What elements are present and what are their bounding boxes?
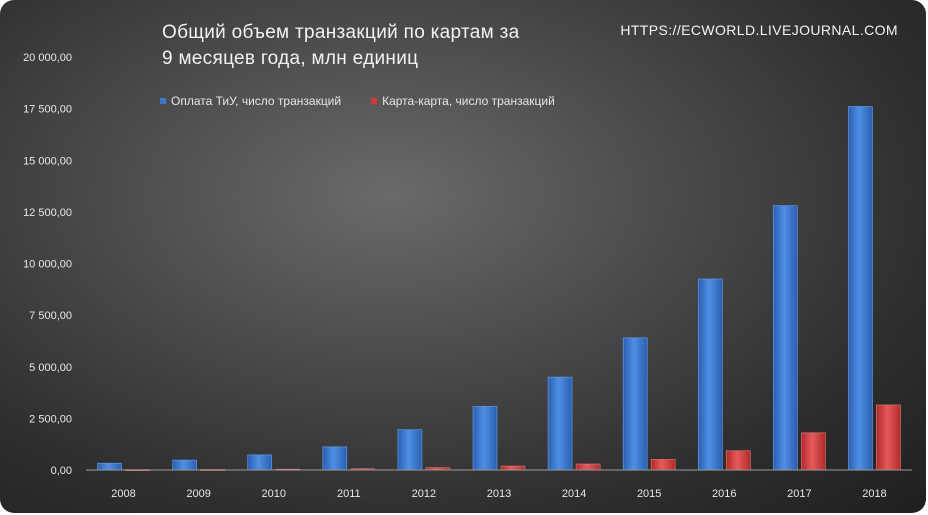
x-tick-label: 2011 [337,488,361,500]
y-tick-label: 20 000,00 [23,52,72,64]
legend-item-series-2: Карта-карта, число транзакций [371,94,555,108]
bar-card-payments [322,446,348,471]
legend-swatch-red [371,98,378,104]
bar-card-to-card [876,404,901,471]
bar-card-payments [97,462,122,471]
bar-card-payments [773,205,798,471]
legend-label-series-2: Карта-карта, число транзакций [382,94,555,108]
bar-card-payments [622,337,648,471]
y-tick-label: 0,00 [51,465,72,477]
y-tick-label: 7 500,00 [29,310,72,322]
legend-label-series-1: Оплата ТиУ, число транзакций [171,94,342,108]
bar-card-payments [848,106,873,471]
bar-card-to-card [575,463,601,471]
y-tick-label: 15 000,00 [23,155,72,167]
bar-card-payments [697,278,723,471]
x-tick-label: 2015 [637,488,661,500]
y-tick-label: 10 000,00 [23,259,72,271]
bar-card-payments [172,459,197,471]
y-tick-label: 5 000,00 [29,362,72,374]
y-tick-label: 12 500,00 [23,207,72,219]
x-tick-label: 2013 [487,488,511,500]
x-tick-label: 2008 [111,488,135,500]
legend: Оплата ТиУ, число транзакций Карта-карта… [160,94,555,108]
watermark-url: HTTPS://ECWORLD.LIVEJOURNAL.COM [620,22,898,38]
chart-title-line1: Общий объем транзакций по картам за [162,22,520,43]
x-tick-label: 2017 [787,488,811,500]
legend-item-series-1: Оплата ТиУ, число транзакций [160,94,341,108]
legend-swatch-blue [160,98,166,104]
bar-card-payments [472,406,498,471]
bar-card-payments [247,454,273,471]
x-tick-label: 2018 [862,488,886,500]
x-tick-label: 2009 [186,488,210,500]
y-tick-label: 17 500,00 [23,104,72,116]
x-tick-label: 2016 [712,488,736,500]
y-tick-label: 2 500,00 [29,413,72,425]
bar-card-to-card [801,432,826,471]
x-tick-label: 2012 [412,488,436,500]
bar-card-payments [397,429,423,471]
chart-title-line2: 9 месяцев года, млн единиц [162,48,419,69]
bar-card-to-card [500,465,526,471]
bar-card-to-card [650,459,676,471]
bar-card-to-card [725,450,751,471]
bar-card-payments [547,376,573,471]
chart-title: Общий объем транзакций по картам за 9 ме… [162,20,592,72]
x-tick-label: 2010 [261,488,285,500]
x-tick-label: 2014 [562,488,586,500]
